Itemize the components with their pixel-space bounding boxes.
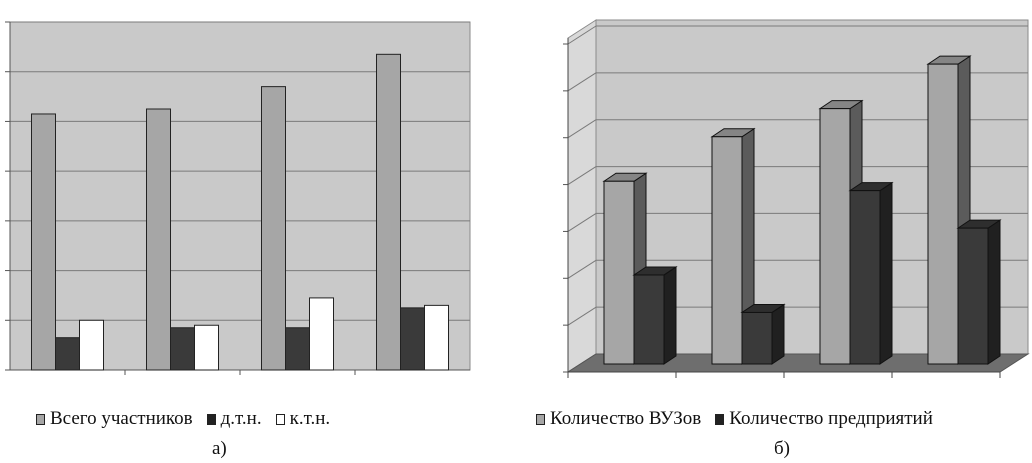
side-wall-b [567, 19, 597, 373]
bar-b-series2-cat4-side [987, 219, 1001, 365]
bar-a-series3-cat2 [194, 324, 219, 371]
legend-a: Всего участников д.т.н. к.т.н. [36, 408, 344, 430]
bar-a-series2-cat1 [55, 337, 80, 371]
bar-b-series1-cat3 [819, 108, 851, 365]
gridline-side-b [567, 25, 597, 45]
bar-a-series1-cat4 [376, 53, 401, 371]
bar-a-series3-cat1 [79, 319, 104, 371]
chart-a [5, 21, 471, 375]
gridline-side-b [567, 213, 597, 232]
caption-a: а) [212, 438, 227, 459]
bar-a-series3-cat3 [309, 297, 334, 371]
bar-b-series1-cat2 [711, 136, 743, 365]
legend-a-swatch-ktn [275, 413, 285, 425]
gridline-side-b [567, 259, 597, 279]
legend-b-entry-universities: Количество ВУЗов [536, 408, 701, 430]
legend-a-entry-total: Всего участников [36, 408, 193, 430]
legend-a-swatch-dtn [206, 413, 216, 425]
bar-b-series2-cat3 [849, 190, 881, 365]
bar-b-series1-cat1 [603, 180, 635, 365]
bar-b-series2-cat2 [741, 311, 773, 365]
legend-a-label-ktn: к.т.н. [289, 408, 331, 429]
bar-a-series1-cat1 [31, 113, 56, 371]
bar-b-series1-cat4 [927, 63, 959, 365]
legend-b-label-universities: Количество ВУЗов [550, 408, 702, 429]
bar-b-series2-cat2-side [771, 303, 785, 365]
caption-b: б) [774, 438, 790, 459]
bar-a-series2-cat3 [285, 327, 310, 371]
bar-b-series2-cat1-side [663, 266, 677, 365]
legend-b-swatch-universities [536, 413, 545, 425]
legend-b-swatch-enterprises [715, 413, 725, 425]
chart-b [563, 19, 1030, 378]
gridline-side-b [567, 119, 597, 139]
legend-b: Количество ВУЗов Количество предприятий [536, 408, 933, 430]
legend-a-entry-dtn: д.т.н. [206, 408, 262, 430]
bar-a-series2-cat4 [400, 307, 425, 371]
gridline-side-b [567, 306, 597, 326]
legend-b-label-enterprises: Количество предприятий [729, 408, 933, 429]
bar-a-series2-cat2 [170, 327, 195, 371]
bar-a-series3-cat4 [424, 304, 449, 371]
charts-canvas [5, 19, 1030, 378]
bar-b-series2-cat4 [957, 227, 989, 365]
gridline-side-b [567, 72, 597, 92]
legend-a-entry-ktn: к.т.н. [275, 408, 331, 430]
gridline-side-b [567, 166, 597, 185]
bar-b-series2-cat1 [633, 274, 665, 365]
legend-b-entry-enterprises: Количество предприятий [715, 408, 933, 430]
legend-a-label-total: Всего участников [50, 408, 193, 429]
bar-a-series1-cat2 [146, 108, 171, 371]
bar-a-series1-cat3 [261, 86, 286, 371]
legend-a-swatch-total [36, 413, 45, 425]
legend-a-label-dtn: д.т.н. [220, 408, 262, 429]
bar-b-series2-cat3-side [879, 181, 893, 365]
